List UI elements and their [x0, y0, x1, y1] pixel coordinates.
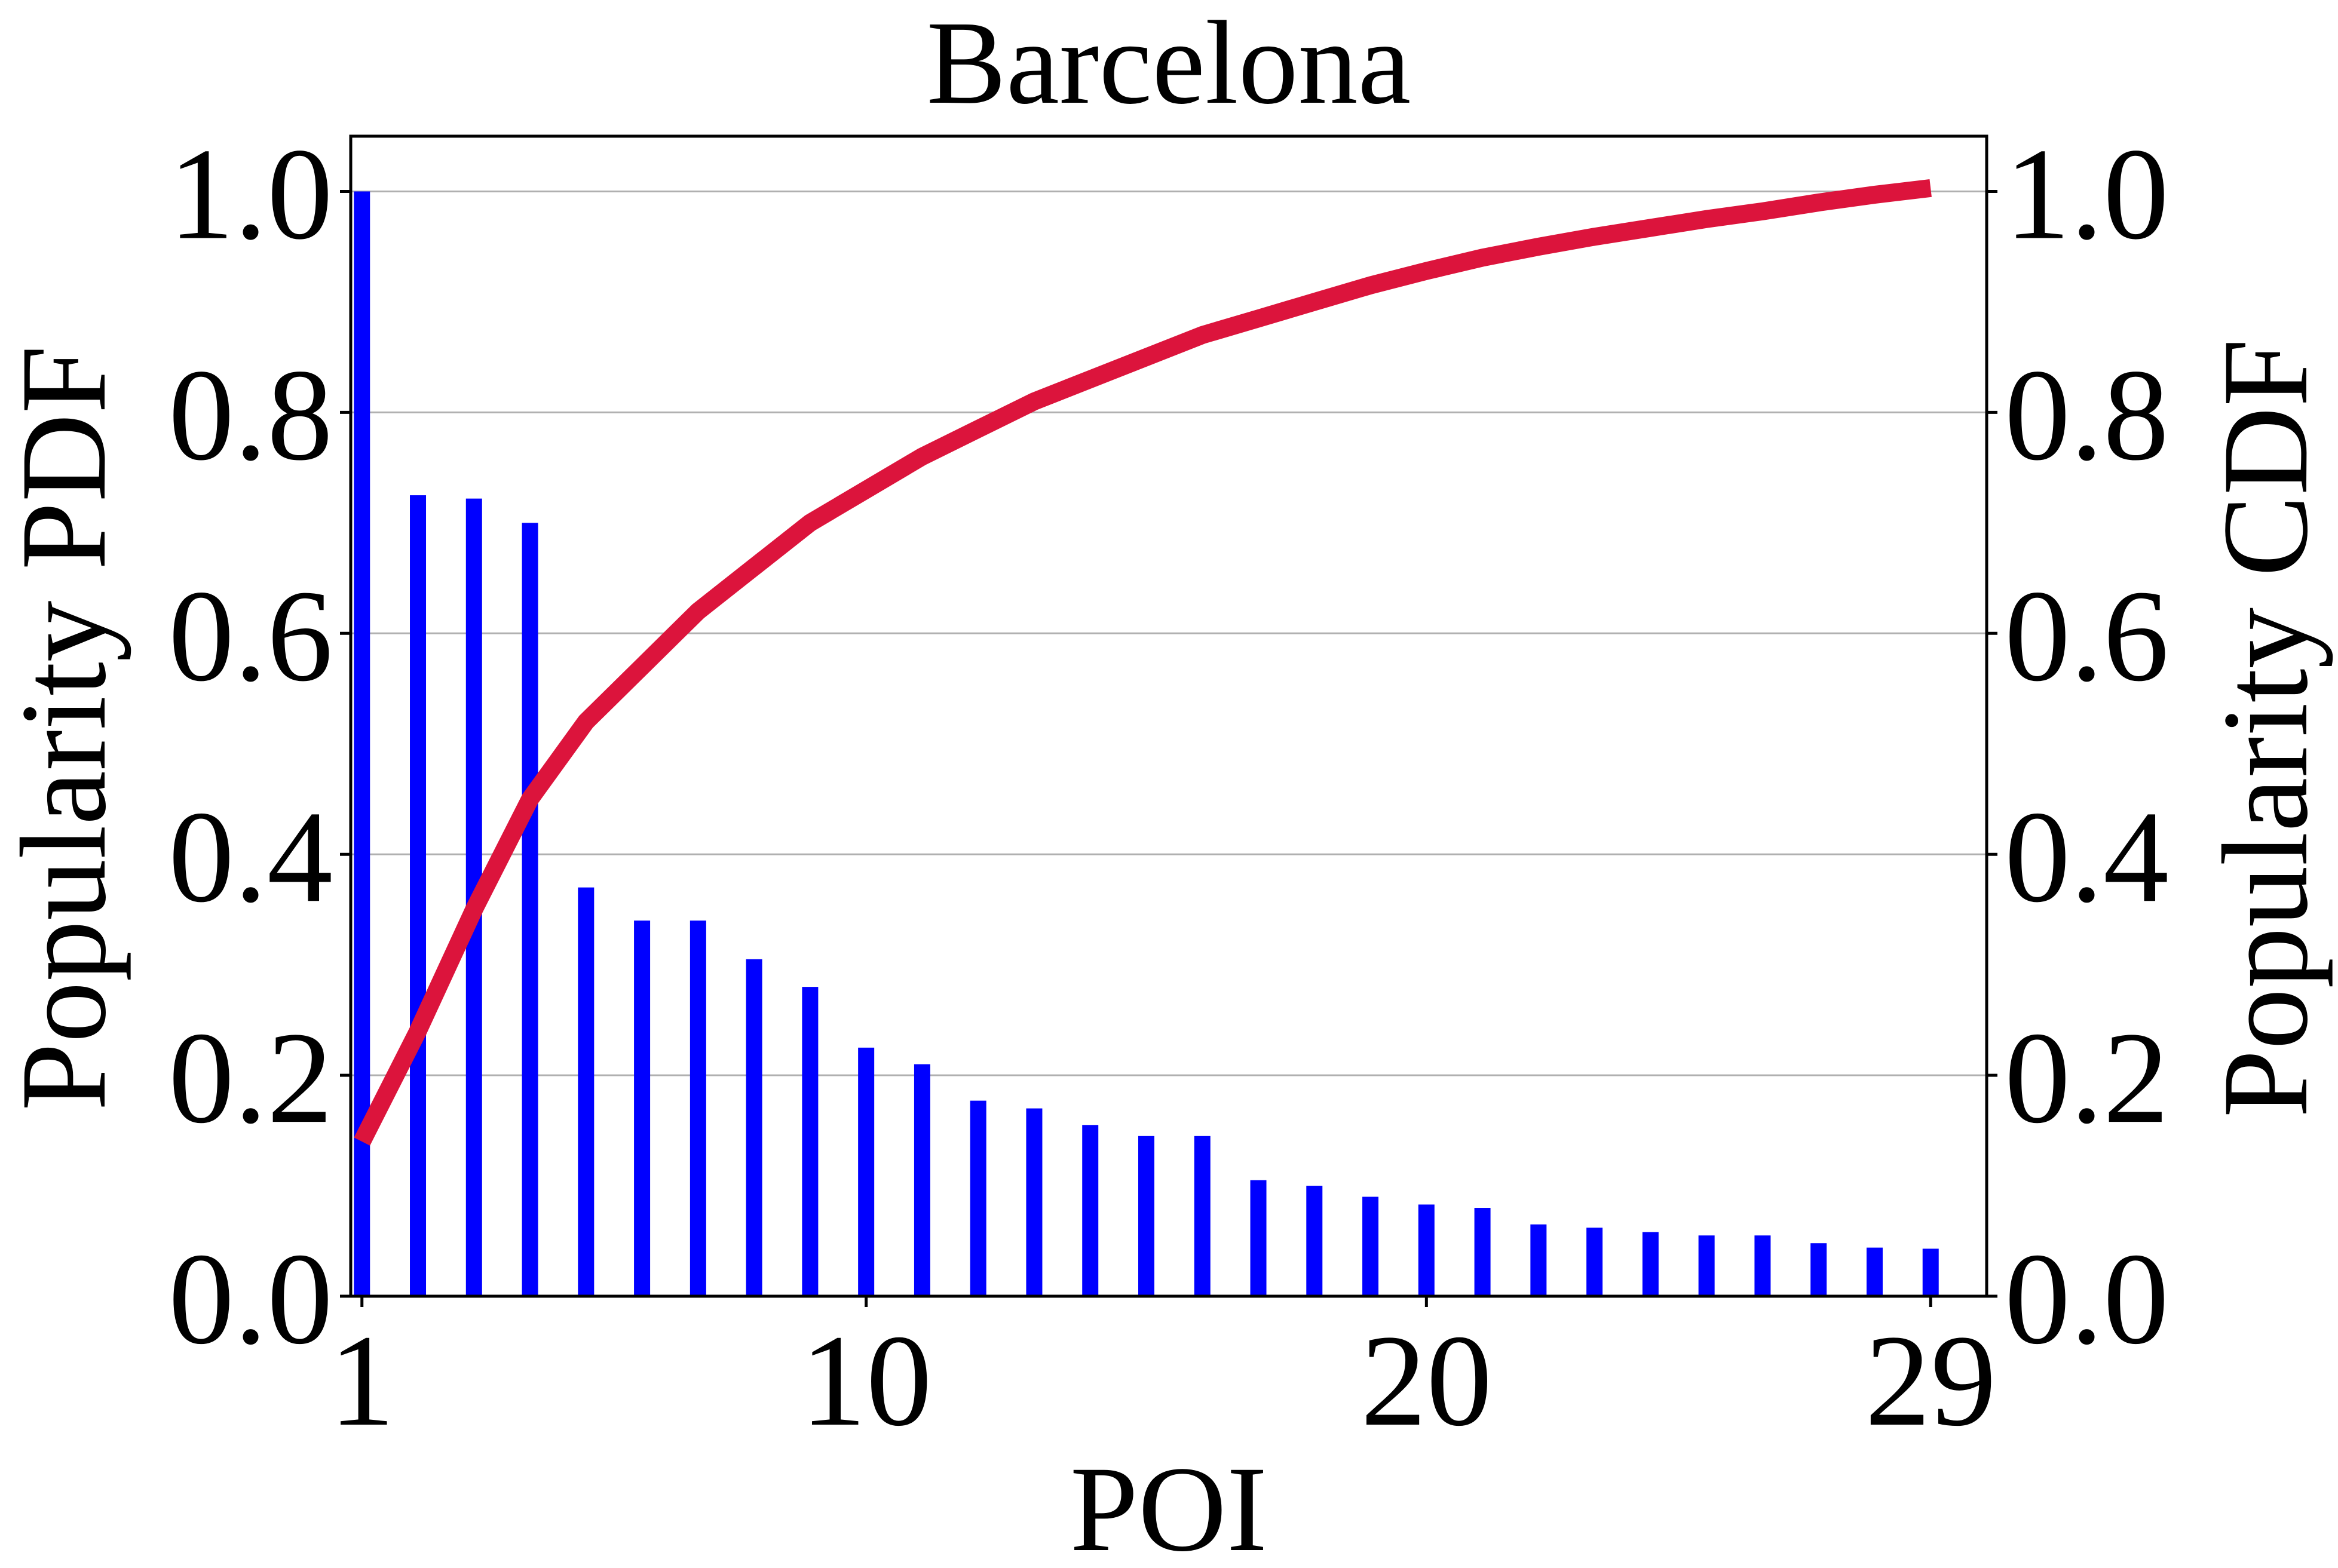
y-axis-label-right: Popularity CDF: [2198, 339, 2333, 1118]
cdf-line: [354, 179, 1932, 1146]
y-tick-label-left: 0.6: [168, 563, 333, 708]
pdf-bar: [1362, 1196, 1379, 1296]
x-tick-label: 20: [1360, 1308, 1492, 1453]
y-tick-label-left: 0.8: [168, 342, 333, 487]
y-tick-label-right: 1.0: [2005, 121, 2169, 266]
chart-title: Barcelona: [927, 0, 1411, 129]
pdf-bar: [1418, 1204, 1435, 1296]
y-tick-label-right: 0.2: [2005, 1005, 2169, 1150]
plot-frame: [349, 134, 1988, 1298]
y-tick-label-left: 0.2: [168, 1005, 333, 1150]
pdf-bar: [1754, 1235, 1771, 1296]
pdf-bar: [1306, 1186, 1323, 1296]
pdf-bar: [522, 523, 538, 1297]
pdf-bar: [1250, 1180, 1267, 1296]
pdf-bar: [970, 1100, 986, 1296]
x-tick-label: 1: [329, 1308, 395, 1453]
pdf-bar: [858, 1047, 875, 1296]
y-tick-label-right: 0.6: [2005, 563, 2169, 708]
y-tick-label-right: 0.4: [2005, 784, 2169, 929]
pdf-bar: [578, 887, 595, 1296]
pdf-bar: [1138, 1136, 1154, 1296]
pdf-bar: [1586, 1228, 1603, 1296]
pdf-bar: [1530, 1224, 1547, 1296]
pdf-bar: [634, 920, 651, 1296]
pdf-bar: [746, 959, 762, 1296]
pdf-bar: [1082, 1125, 1099, 1296]
pdf-bar: [410, 495, 427, 1296]
pdf-bar: [914, 1064, 930, 1296]
pdf-bar: [802, 987, 819, 1296]
pdf-bar: [690, 920, 706, 1296]
pdf-bar: [1922, 1248, 1939, 1296]
y-tick-label-left: 0.0: [168, 1226, 333, 1371]
pdf-bar: [1474, 1208, 1491, 1296]
pdf-bar: [1698, 1235, 1715, 1296]
axis-ticks: [340, 189, 1997, 1307]
pdf-bar: [1810, 1243, 1827, 1296]
grid-lines: [351, 190, 1987, 1076]
x-axis-label: POI: [1070, 1441, 1267, 1568]
y-axis-label-left: Popularity PDF: [0, 345, 131, 1110]
pdf-bar: [1642, 1232, 1659, 1296]
y-tick-label-left: 1.0: [168, 121, 333, 266]
pdf-bar: [1194, 1136, 1211, 1296]
x-tick-label: 29: [1865, 1308, 1996, 1453]
y-tick-label-right: 0.0: [2005, 1226, 2169, 1371]
pdf-bar: [1026, 1108, 1043, 1296]
x-tick-label: 10: [801, 1308, 932, 1453]
cdf-line-group: [354, 179, 1932, 1146]
y-tick-label-left: 0.4: [168, 784, 333, 929]
pdf-bar: [1866, 1247, 1883, 1296]
axis-tick-labels: 0.0 0.2 0.4 0.6 0.8 1.0 0.0 0.2 0.4 0.6 0.8 1.0 1 10 2…: [168, 121, 2169, 1453]
y-tick-label-right: 0.8: [2005, 342, 2169, 487]
